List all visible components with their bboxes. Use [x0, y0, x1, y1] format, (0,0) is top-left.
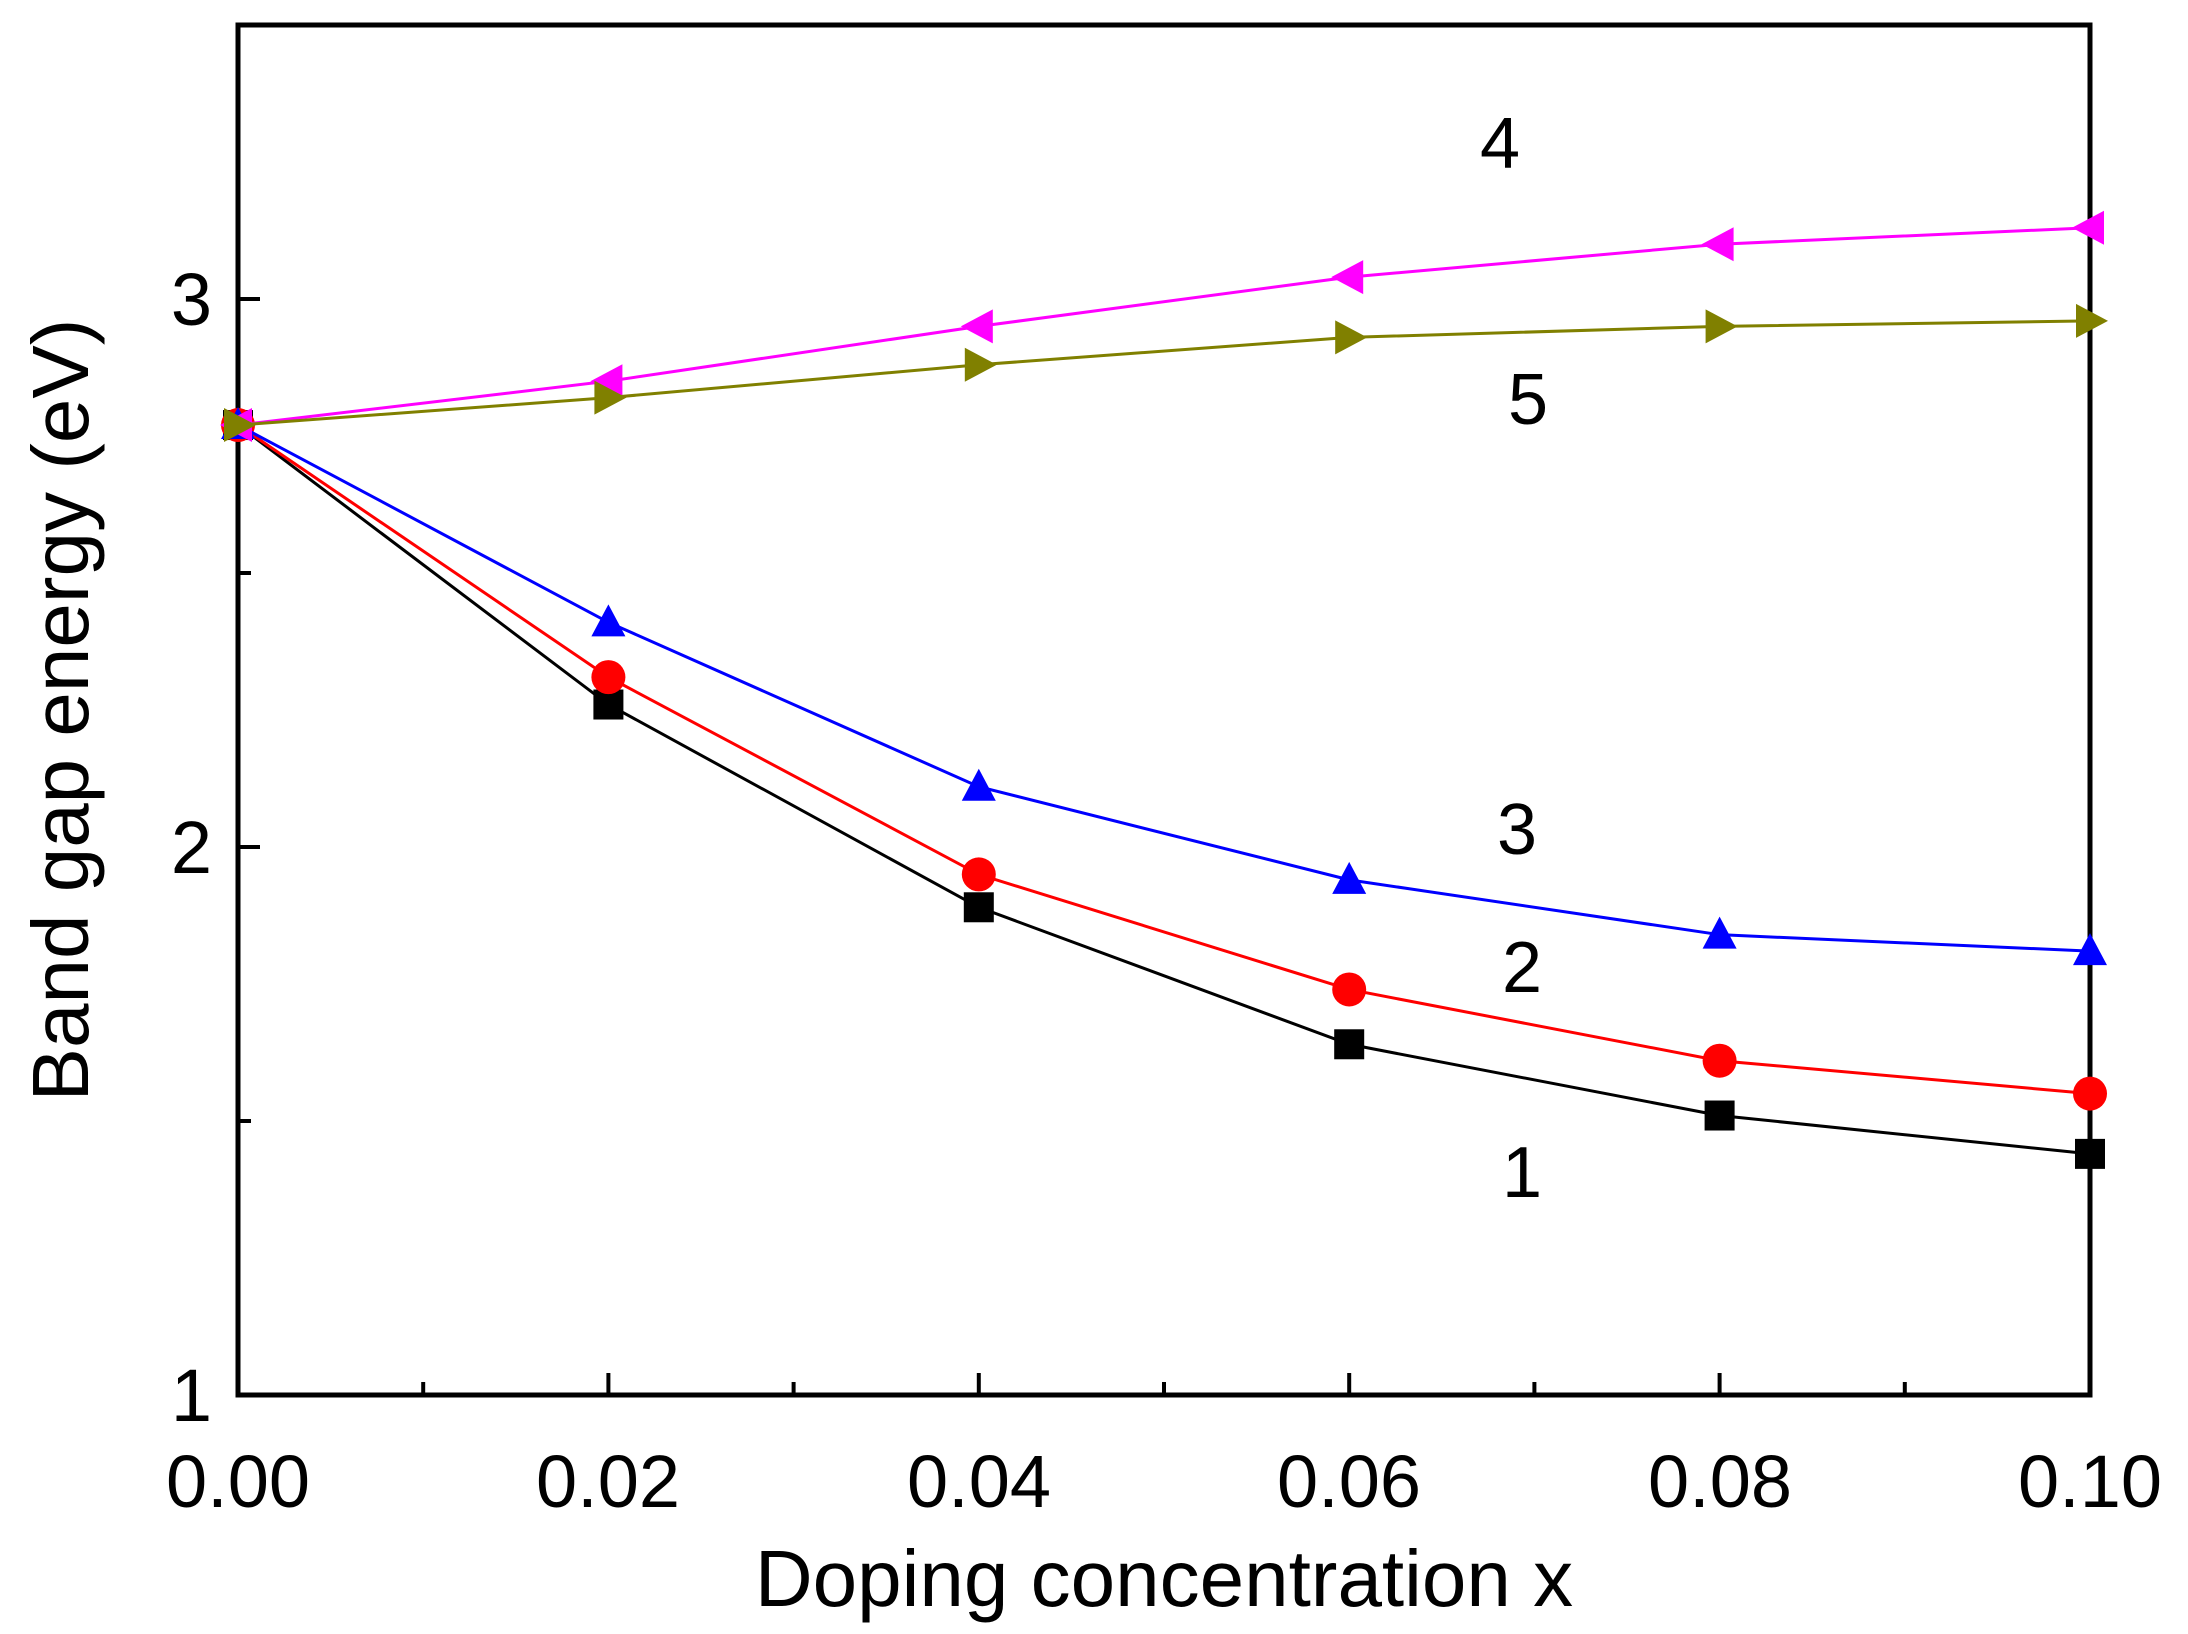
series-4-point-5: [2072, 210, 2104, 245]
series-5-point-5: [2076, 303, 2108, 338]
series-5: [224, 303, 2108, 443]
series-3-point-4: [1702, 916, 1737, 949]
series-4-point-3: [1331, 260, 1364, 295]
series-5-point-0: [224, 408, 256, 443]
curve-label-2: 2: [1502, 928, 1542, 1008]
series-4: [220, 210, 2104, 443]
series-5-line: [237, 319, 2091, 427]
curve-label-1: 1: [1502, 1133, 1542, 1213]
series-5-point-1: [594, 380, 627, 415]
series-2-line: [237, 423, 2091, 1096]
y-axis-title: Band gap energy (eV): [16, 319, 105, 1102]
series-1-point-4: [1704, 1100, 1735, 1131]
curve-label-5: 5: [1508, 360, 1548, 440]
series-1: [223, 410, 2105, 1169]
series-4-line: [237, 226, 2091, 427]
series-3: [221, 407, 2107, 966]
series-4-point-4: [1701, 227, 1734, 262]
series-1-point-1: [593, 689, 624, 720]
series-5-point-2: [964, 347, 997, 382]
axis-ticks: [236, 23, 2092, 1397]
series-2-point-1: [591, 660, 626, 695]
series-2-point-4: [1702, 1043, 1737, 1078]
series-layer: [220, 210, 2108, 1169]
series-2-point-3: [1332, 972, 1367, 1007]
series-1-point-3: [1334, 1029, 1365, 1060]
series-3-line: [237, 423, 2091, 953]
series-3-point-1: [591, 604, 626, 637]
tick-label-y-0: 1: [171, 1354, 212, 1437]
series-1-point-5: [2075, 1138, 2105, 1169]
tick-label-x-2: 0.04: [907, 1440, 1051, 1523]
series-2: [221, 408, 2107, 1111]
curve-label-4: 4: [1480, 104, 1520, 184]
series-5-point-3: [1335, 320, 1368, 355]
tick-label-x-0: 0.00: [166, 1440, 310, 1523]
x-axis-title: Doping concentration x: [755, 1534, 1573, 1623]
tick-label-y-1: 2: [171, 806, 212, 889]
series-2-point-5: [2073, 1076, 2107, 1111]
series-3-point-2: [961, 768, 996, 801]
series-4-point-2: [960, 309, 993, 344]
series-1-line: [237, 423, 2091, 1156]
curve-label-3: 3: [1497, 790, 1537, 870]
series-1-point-2: [963, 892, 994, 923]
tick-label-y-2: 3: [171, 258, 212, 341]
tick-label-x-3: 0.06: [1277, 1440, 1421, 1523]
series-3-point-3: [1332, 861, 1367, 894]
plot-frame: [235, 22, 2093, 1398]
series-3-point-5: [2073, 933, 2107, 966]
series-4-point-1: [590, 364, 623, 399]
series-2-point-2: [961, 857, 996, 892]
tick-label-x-1: 0.02: [536, 1440, 680, 1523]
tick-label-x-4: 0.08: [1648, 1440, 1792, 1523]
tick-label-x-5: 0.10: [2018, 1440, 2162, 1523]
series-5-point-4: [1705, 309, 1738, 344]
